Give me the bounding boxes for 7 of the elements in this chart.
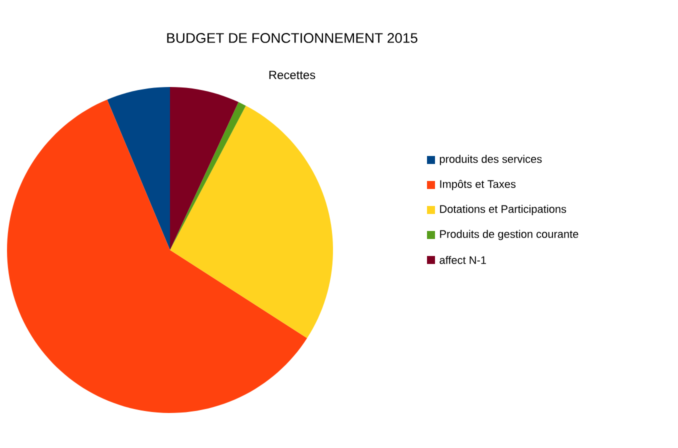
legend-label: Produits de gestion courante — [440, 230, 578, 240]
chart-title: BUDGET DE FONCTIONNEMENT 2015 — [167, 33, 418, 43]
chart-subtitle: Recettes — [269, 70, 316, 80]
legend-label: Dotations et Participations — [440, 204, 566, 216]
legend-label: Impôts et Taxes — [440, 180, 516, 190]
legend-label: produits des services — [440, 154, 542, 166]
legend-label: affect N-1 — [440, 256, 486, 264]
